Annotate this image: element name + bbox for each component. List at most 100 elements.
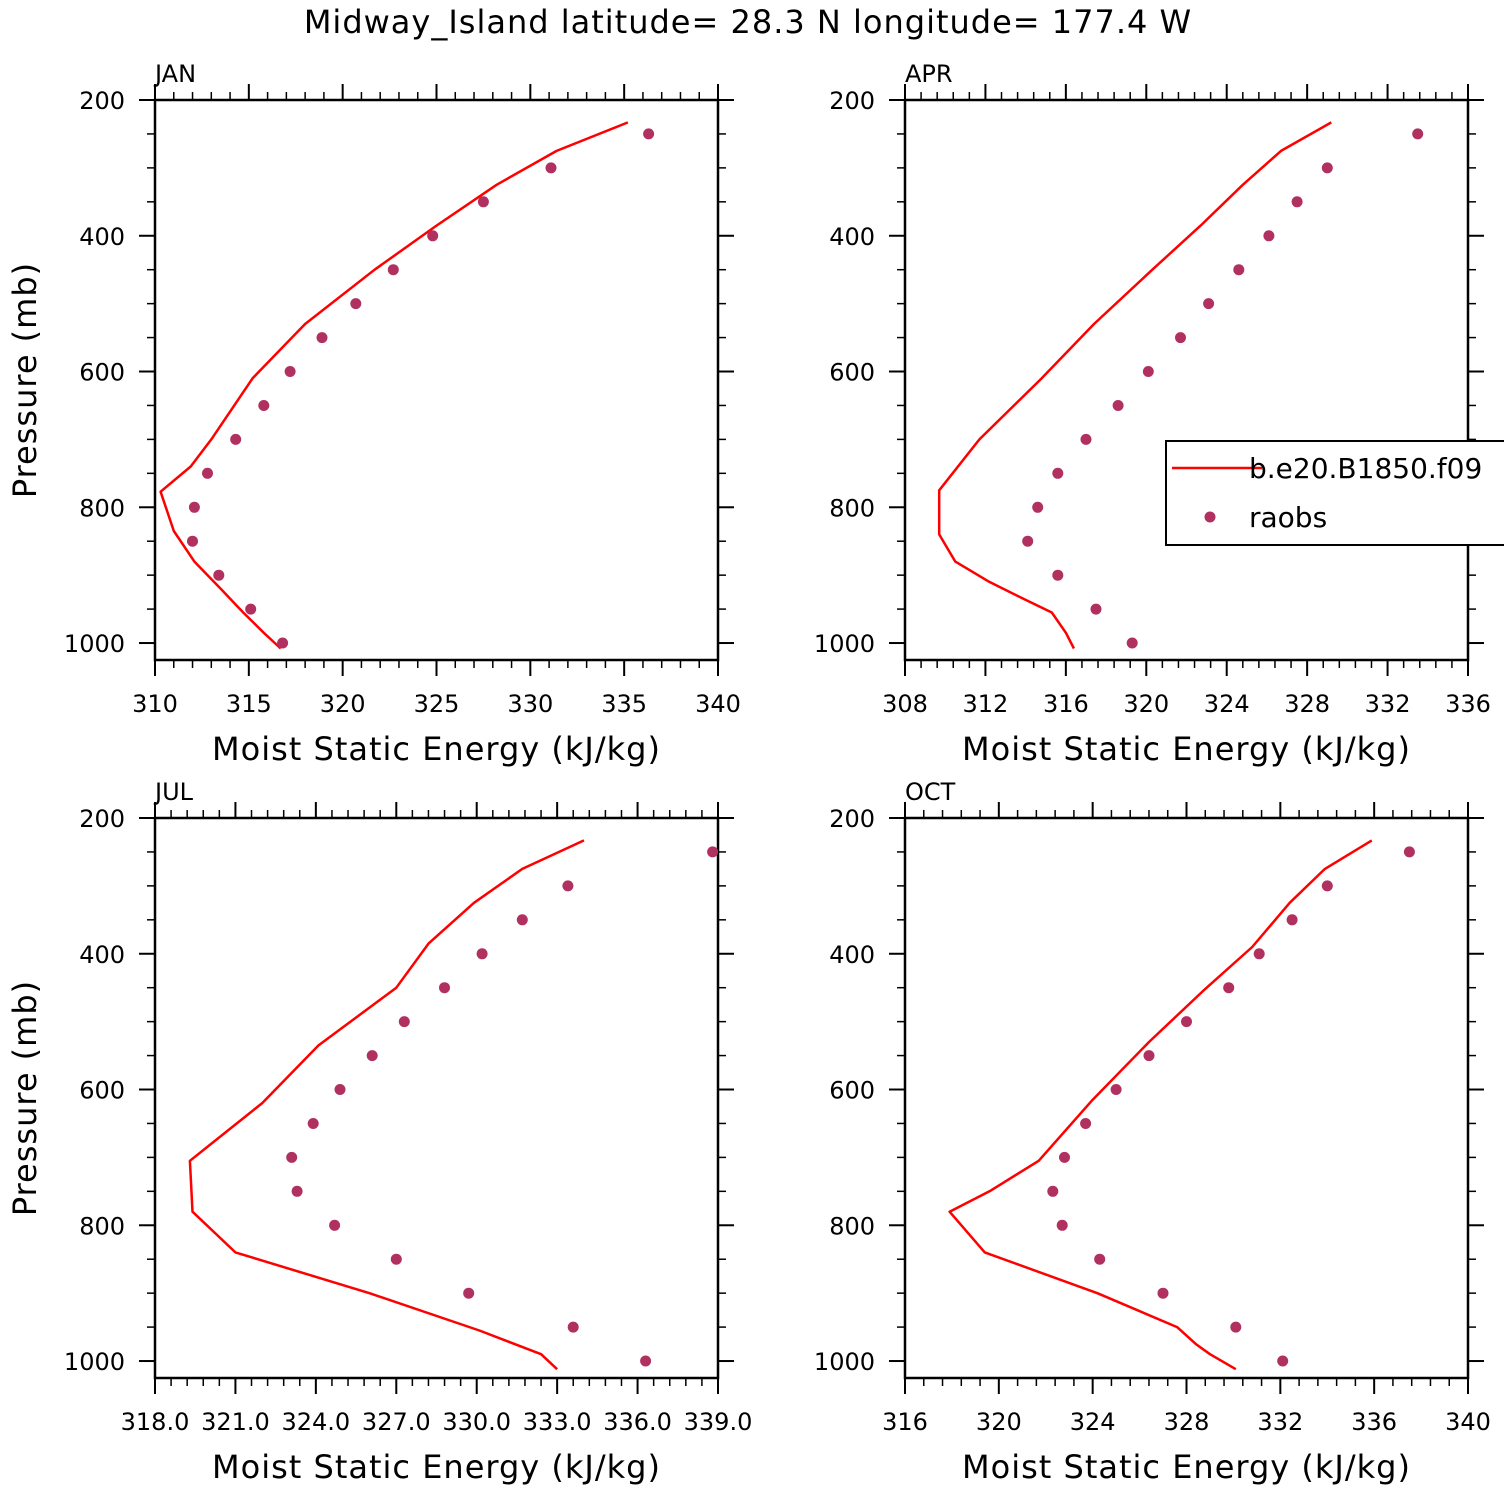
raobs-point (1157, 1287, 1169, 1299)
x-tick-label: 316 (1043, 690, 1089, 718)
panel-label: APR (905, 60, 953, 88)
y-tick-label: 400 (829, 941, 875, 969)
panel-oct: OCT 316 320 324 328 332 336 340 200 400 600 800 1000… (814, 778, 1491, 1486)
raobs-point (1032, 501, 1044, 513)
y-tick-label: 200 (829, 87, 875, 115)
y-tick-label: 600 (829, 1077, 875, 1105)
plot-frame (903, 816, 1470, 1380)
panel-jan: JAN 310 315 320 325 330 335 340 200 400 600 800 1000… (6, 60, 741, 768)
x-tick-label: 320 (320, 690, 366, 718)
raobs-point (1175, 332, 1186, 344)
raobs-point (1052, 467, 1064, 479)
raobs-point (334, 1084, 346, 1095)
raobs-point (1143, 1050, 1155, 1062)
raobs-point (463, 1287, 475, 1299)
raobs-point (258, 400, 270, 411)
raobs-point (476, 948, 488, 960)
x-tick-label: 328 (1164, 1408, 1210, 1436)
x-axis-label: Moist Static Energy (kJ/kg) (212, 1448, 661, 1486)
raobs-point (307, 1118, 319, 1129)
x-tick-label: 321.0 (201, 1408, 270, 1436)
raobs-point (477, 196, 489, 208)
raobs-point (707, 846, 719, 858)
y-axis-label: Pressure (mb) (6, 262, 44, 498)
raobs-point (1047, 1185, 1059, 1197)
raobs-point (1286, 914, 1298, 926)
raobs-point (1321, 880, 1333, 892)
raobs-point (640, 1355, 652, 1367)
raobs-point (643, 128, 655, 140)
x-tick-label: 339.0 (684, 1408, 753, 1436)
raobs-point (1403, 846, 1415, 858)
x-axis-label: Moist Static Energy (kJ/kg) (962, 1448, 1411, 1486)
panel-label: OCT (905, 778, 956, 806)
raobs-point (562, 880, 574, 892)
raobs-point (427, 230, 439, 242)
x-tick-label: 335 (601, 690, 647, 718)
raobs-point (1052, 569, 1064, 581)
raobs-point (284, 366, 296, 377)
panel-label: JUL (153, 778, 194, 806)
model-series-line (159, 121, 629, 650)
raobs-point (1142, 366, 1154, 377)
y-tick-label: 400 (79, 223, 125, 251)
raobs-point (1223, 982, 1235, 994)
raobs-point (316, 332, 328, 344)
x-tick-label: 315 (226, 690, 272, 718)
x-tick-label: 336 (1351, 1408, 1397, 1436)
raobs-point (366, 1050, 378, 1062)
raobs-point (1094, 1253, 1106, 1265)
legend-model-label: b.e20.B1850.f09 (1249, 452, 1482, 485)
x-tick-label: 324.0 (281, 1408, 350, 1436)
model-series-line (188, 839, 585, 1371)
y-tick-label: 400 (829, 223, 875, 251)
raobs-point (1112, 400, 1124, 411)
x-axis-label: Moist Static Energy (kJ/kg) (212, 730, 661, 768)
plot-frame (153, 816, 720, 1380)
raobs-point (398, 1016, 410, 1028)
y-tick-label: 200 (829, 805, 875, 833)
y-tick-label: 800 (79, 1212, 125, 1240)
raobs-point (188, 501, 200, 513)
raobs-point (291, 1185, 303, 1197)
figure-title: Midway_Island latitude= 28.3 N longitude… (304, 3, 1192, 41)
raobs-point (245, 603, 257, 615)
x-tick-label: 330.0 (442, 1408, 511, 1436)
x-tick-label: 327.0 (362, 1408, 431, 1436)
x-tick-label: 320 (976, 1408, 1022, 1436)
y-tick-label: 600 (829, 359, 875, 387)
raobs-point (230, 433, 242, 445)
raobs-point (277, 637, 289, 649)
raobs-point (1230, 1321, 1242, 1333)
raobs-point (387, 264, 399, 276)
y-tick-label: 1000 (814, 1348, 875, 1376)
raobs-point (1291, 196, 1303, 208)
raobs-point (439, 982, 450, 994)
x-tick-label: 336.0 (603, 1408, 672, 1436)
y-tick-label: 600 (79, 1077, 125, 1105)
raobs-point (1263, 230, 1275, 242)
x-tick-label: 318.0 (121, 1408, 190, 1436)
plot-frame (903, 98, 1470, 662)
raobs-point (286, 1151, 298, 1163)
raobs-point (1412, 128, 1424, 140)
raobs-point (545, 162, 557, 174)
raobs-point (187, 535, 198, 547)
raobs-point (350, 298, 362, 310)
legend-box (1165, 440, 1504, 546)
panel-jul: JUL 318.0 321.0 324.0 327.0 330.0 333.0 336.0 33… (6, 778, 752, 1486)
raobs-point (1321, 162, 1333, 174)
raobs-point (516, 914, 528, 926)
raobs-point (1126, 637, 1138, 649)
raobs-point (1181, 1016, 1192, 1028)
x-tick-label: 310 (132, 690, 178, 718)
raobs-point (1253, 948, 1265, 960)
x-tick-label: 340 (1445, 1408, 1491, 1436)
x-tick-label: 332 (1365, 690, 1411, 718)
y-tick-label: 800 (829, 494, 875, 522)
raobs-point (1277, 1355, 1289, 1367)
legend-obs-label: raobs (1249, 501, 1327, 534)
legend: b.e20.B1850.f09 raobs (1165, 440, 1504, 546)
x-axis-label: Moist Static Energy (kJ/kg) (962, 730, 1411, 768)
